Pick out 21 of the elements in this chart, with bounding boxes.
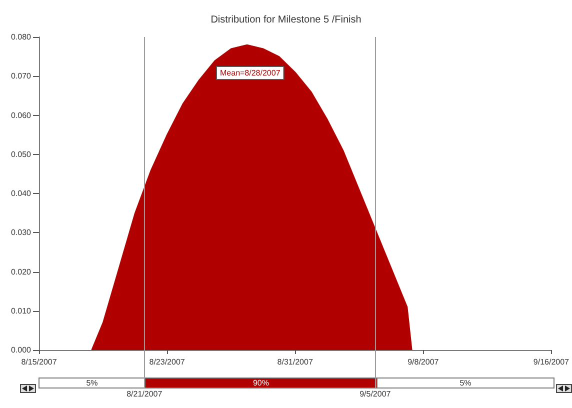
x-tick-label: 8/15/2007 bbox=[21, 358, 58, 366]
text: 5% bbox=[86, 378, 98, 388]
y-tick-label: 0.020 bbox=[10, 267, 32, 276]
ref-line-label: 8/21/2007 bbox=[126, 390, 163, 398]
x-tick-label: 9/8/2007 bbox=[408, 358, 440, 366]
text: 5% bbox=[460, 378, 472, 388]
y-tick-label: 0.050 bbox=[10, 150, 32, 159]
y-tick-label: 0.010 bbox=[10, 306, 32, 316]
x-tick-label: 8/31/2007 bbox=[277, 358, 314, 366]
y-tick-label: 0.060 bbox=[10, 110, 32, 120]
y-tick-label: 0.040 bbox=[10, 189, 32, 198]
chart-title: Distribution for Milestone 5 /Finish bbox=[210, 14, 362, 26]
x-tick-label: 8/23/2007 bbox=[149, 358, 186, 366]
x-tick-label: 9/16/2007 bbox=[533, 358, 570, 366]
y-tick-label: 0.070 bbox=[10, 72, 32, 81]
y-tick-label: 0.000 bbox=[10, 346, 32, 354]
y-tick-label: 0.080 bbox=[10, 32, 32, 42]
y-tick-label: 0.030 bbox=[10, 228, 32, 238]
annotation: Mean=8/28/2007 bbox=[220, 68, 281, 78]
text: 90% bbox=[252, 378, 269, 388]
ref-line-label: 9/5/2007 bbox=[360, 390, 392, 398]
